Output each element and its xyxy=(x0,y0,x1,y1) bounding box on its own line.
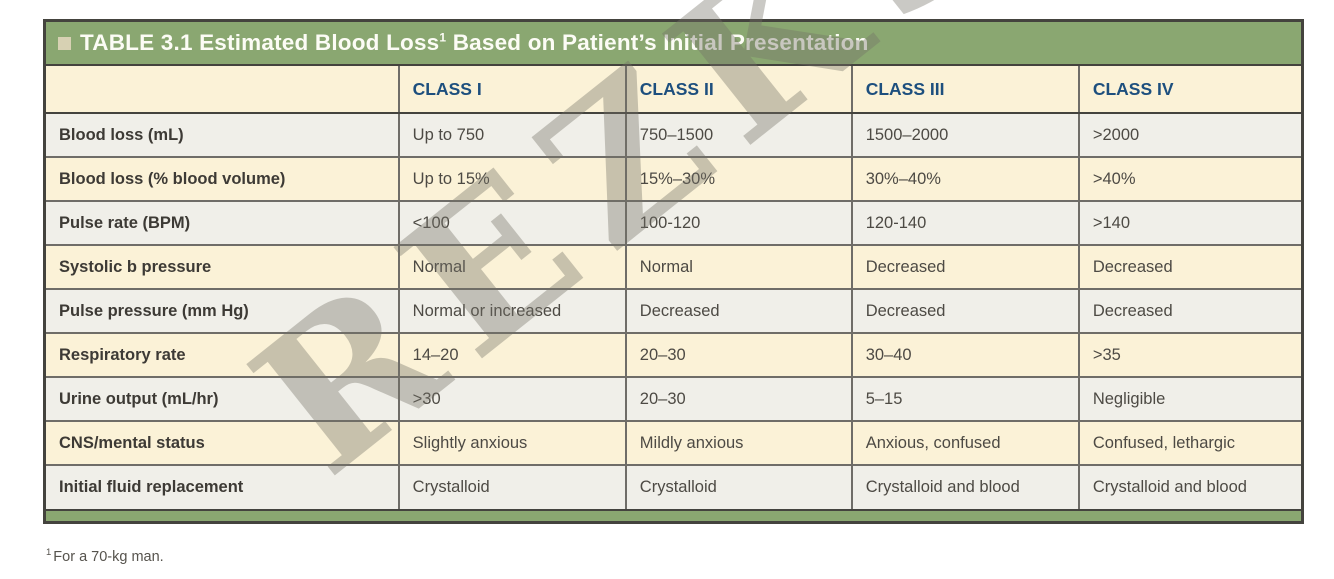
table-cell: 120-140 xyxy=(850,200,1079,245)
table-cell: >35 xyxy=(1077,332,1301,377)
row-label: Systolic b pressure xyxy=(46,244,399,289)
table-cell: 20–30 xyxy=(624,332,852,377)
table-cell: Crystalloid and blood xyxy=(1077,464,1301,509)
table-cell: Decreased xyxy=(1077,288,1301,333)
table-cell: Crystalloid and blood xyxy=(850,464,1079,509)
row-label: CNS/mental status xyxy=(46,420,399,465)
footnote-text: For a 70-kg man. xyxy=(53,548,164,565)
table-row: Pulse pressure (mm Hg) Normal or increase… xyxy=(46,288,1301,333)
blood-loss-table: CLASS I CLASS II CLASS III CLASS IV Bloo… xyxy=(46,66,1301,509)
table-cell: >40% xyxy=(1077,156,1301,201)
row-label: Respiratory rate xyxy=(46,332,399,377)
table-footer-strip xyxy=(46,509,1301,521)
header-row: CLASS I CLASS II CLASS III CLASS IV xyxy=(46,66,1301,114)
table-row: Pulse rate (BPM) <100 100-120 120-140 >140 xyxy=(46,200,1301,245)
table-cell: Up to 15% xyxy=(397,156,626,201)
table-cell: Up to 750 xyxy=(397,113,626,157)
row-label: Pulse rate (BPM) xyxy=(46,200,399,245)
table-row: CNS/mental status Slightly anxious Mildly … xyxy=(46,420,1301,465)
table-cell: Decreased xyxy=(1077,244,1301,289)
table-cell: >140 xyxy=(1077,200,1301,245)
row-label: Blood loss (mL) xyxy=(59,125,184,144)
table-cell: 14–20 xyxy=(397,332,626,377)
footnote: 1 For a 70-kg man. xyxy=(46,547,164,565)
table-cell: 750–1500 xyxy=(624,113,852,157)
table-cell: Crystalloid xyxy=(624,464,852,509)
table-cell: Slightly anxious xyxy=(397,420,626,465)
table-cell: Decreased xyxy=(850,244,1079,289)
table-cell: Negligible xyxy=(1077,376,1301,421)
table-row: Urine output (mL/hr) >30 20–30 5–15 Negligib… xyxy=(46,376,1301,421)
table-cell: Anxious, confused xyxy=(850,420,1079,465)
table-cell: Decreased xyxy=(624,288,852,333)
table-cell: 20–30 xyxy=(624,376,852,421)
row-label: Initial fluid replacement xyxy=(46,464,399,509)
header-cell-class-2: CLASS II xyxy=(624,66,852,114)
table-cell: 30–40 xyxy=(850,332,1079,377)
row-label: Blood loss (% blood volume) xyxy=(46,156,399,201)
table-title-bar: TABLE 3.1 Estimated Blood Loss1 Based on… xyxy=(46,22,1301,66)
table-title-main: TABLE 3.1 Estimated Blood Loss xyxy=(80,30,440,55)
square-bullet-icon xyxy=(58,36,71,50)
table-cell: <100 xyxy=(397,200,626,245)
row-label: Urine output (mL/hr) xyxy=(46,376,399,421)
table-cell: Mildly anxious xyxy=(624,420,852,465)
table-cell: Normal xyxy=(624,244,852,289)
table-cell: Normal or increased xyxy=(397,288,626,333)
footnote-superscript: 1 xyxy=(46,547,52,558)
header-cell-class-4: CLASS IV xyxy=(1077,66,1301,114)
table-cell: 100-120 xyxy=(624,200,852,245)
table-cell: Normal xyxy=(397,244,626,289)
header-cell-empty xyxy=(46,66,399,114)
table-title: TABLE 3.1 Estimated Blood Loss1 Based on… xyxy=(80,30,869,56)
blood-loss-table-card: TABLE 3.1 Estimated Blood Loss1 Based on… xyxy=(43,19,1304,524)
table-cell: 30%–40% xyxy=(850,156,1079,201)
table-row: Blood loss (mL) Up to 750 750–1500 1500–200… xyxy=(46,113,1301,157)
table-cell: 15%–30% xyxy=(624,156,852,201)
row-label: Pulse pressure (mm Hg) xyxy=(46,288,399,333)
table-title-rest: Based on Patient’s Initial Presentation xyxy=(446,30,869,55)
table-cell: >2000 xyxy=(1077,113,1301,157)
table-cell: Confused, lethargic xyxy=(1077,420,1301,465)
table-cell: >30 xyxy=(397,376,626,421)
table-cell: 5–15 xyxy=(850,376,1079,421)
table-cell: Crystalloid xyxy=(397,464,626,509)
table-row: Blood loss (% blood volume) Up to 15% 15%–… xyxy=(46,156,1301,201)
table-title-superscript: 1 xyxy=(439,30,447,45)
table-cell: 1500–2000 xyxy=(850,113,1079,157)
table-cell: Decreased xyxy=(850,288,1079,333)
header-cell-class-1: CLASS I xyxy=(397,66,626,114)
header-cell-class-3: CLASS III xyxy=(850,66,1079,114)
table-row: Systolic b pressure Normal Normal Decreased… xyxy=(46,244,1301,289)
table-row: Initial fluid replacement Crystalloid Crys… xyxy=(46,464,1301,509)
table-row: Respiratory rate 14–20 20–30 30–40 >35 xyxy=(46,332,1301,377)
